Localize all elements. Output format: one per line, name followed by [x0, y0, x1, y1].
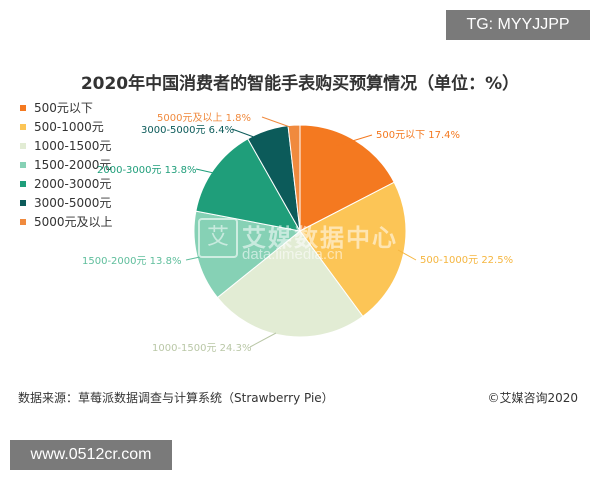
- leader-line: [335, 134, 373, 147]
- legend-item: 1000-1500元: [20, 136, 113, 155]
- leader-line: [397, 249, 417, 261]
- leader-line: [231, 128, 263, 141]
- pie-slice: [195, 138, 301, 232]
- pie-slice: [193, 210, 302, 299]
- legend-item: 500-1000元: [20, 117, 113, 136]
- legend-swatch: [20, 123, 26, 130]
- pie-slice: [287, 124, 301, 232]
- legend-swatch: [20, 142, 26, 149]
- legend-swatch: [20, 180, 26, 187]
- data-label: 2000-3000元 13.8%: [97, 165, 196, 176]
- data-label: 3000-5000元 6.4%: [141, 125, 234, 136]
- data-label: 500-1000元 22.5%: [420, 255, 513, 266]
- legend-item: 1500-2000元: [20, 155, 113, 174]
- data-label: 1000-1500元 24.3%: [152, 343, 251, 354]
- legend-label: 1000-1500元: [34, 139, 112, 153]
- legend-label: 1500-2000元: [34, 158, 112, 172]
- data-label: 500元以下 17.4%: [376, 130, 460, 141]
- leader-line: [261, 116, 291, 128]
- legend-label: 3000-5000元: [34, 196, 112, 210]
- legend-item: 500元以下: [20, 98, 113, 117]
- site-overlay: www.0512cr.com: [10, 440, 172, 470]
- legend-item: 3000-5000元: [20, 193, 113, 212]
- leader-line: [185, 256, 201, 261]
- legend-item: 5000元及以上: [20, 212, 113, 231]
- legend-swatch: [20, 161, 26, 168]
- pie-slice: [216, 230, 364, 338]
- leader-line: [195, 168, 219, 175]
- pie-slice: [299, 181, 407, 318]
- data-label: 1500-2000元 13.8%: [82, 256, 181, 267]
- legend-label: 500元以下: [34, 101, 93, 115]
- leader-line: [249, 332, 277, 348]
- chart-legend: 500元以下 500-1000元 1000-1500元 1500-2000元 2000-…: [20, 98, 113, 231]
- legend-swatch: [20, 104, 26, 111]
- chart-title: 2020年中国消费者的智能手表购买预算情况（单位：%）: [80, 74, 520, 94]
- data-label: 5000元及以上 1.8%: [157, 112, 251, 124]
- tag-overlay: TG: MYYJJPP: [446, 10, 590, 40]
- copyright-note: ©艾媒咨询2020: [487, 391, 578, 405]
- data-source-note: 数据来源：草莓派数据调查与计算系统（Strawberry Pie）: [18, 391, 334, 405]
- legend-swatch: [20, 199, 26, 206]
- legend-label: 500-1000元: [34, 120, 104, 134]
- legend-item: 2000-3000元: [20, 174, 113, 193]
- legend-label: 5000元及以上: [34, 215, 113, 229]
- legend-swatch: [20, 218, 26, 225]
- legend-label: 2000-3000元: [34, 177, 112, 191]
